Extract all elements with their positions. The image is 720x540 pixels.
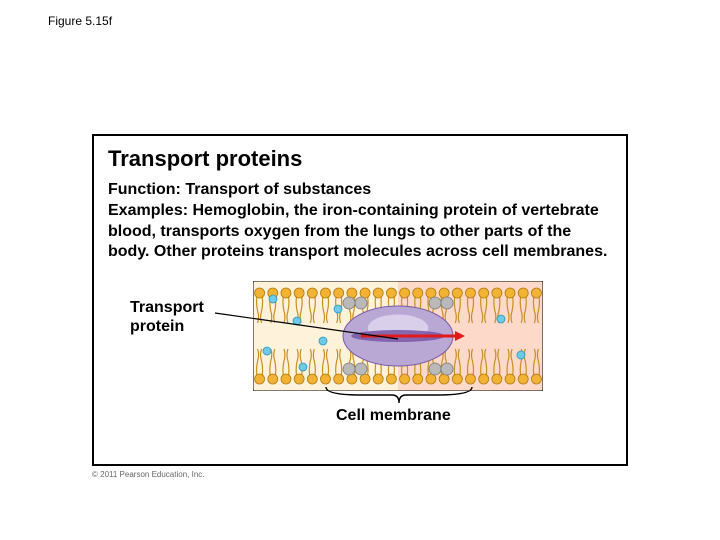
panel-title: Transport proteins — [108, 146, 612, 172]
membrane-illustration — [253, 281, 543, 391]
copyright-text: © 2011 Pearson Education, Inc. — [92, 470, 204, 479]
cell-membrane-label: Cell membrane — [336, 407, 451, 425]
transport-protein-label-text: Transport protein — [130, 299, 204, 336]
examples-label: Examples: — [108, 202, 188, 219]
figure-label: Figure 5.15f — [48, 14, 112, 28]
function-text-value: Transport of substances — [185, 181, 371, 198]
transport-protein-label: Transport protein — [130, 299, 204, 336]
function-label: Function: — [108, 181, 181, 198]
diagram-area: Transport protein Cell membrane — [108, 281, 612, 431]
brace-icon — [324, 385, 474, 407]
content-panel: Transport proteins Function: Transport o… — [92, 134, 628, 466]
panel-body: Function: Transport of substances Exampl… — [108, 180, 612, 263]
